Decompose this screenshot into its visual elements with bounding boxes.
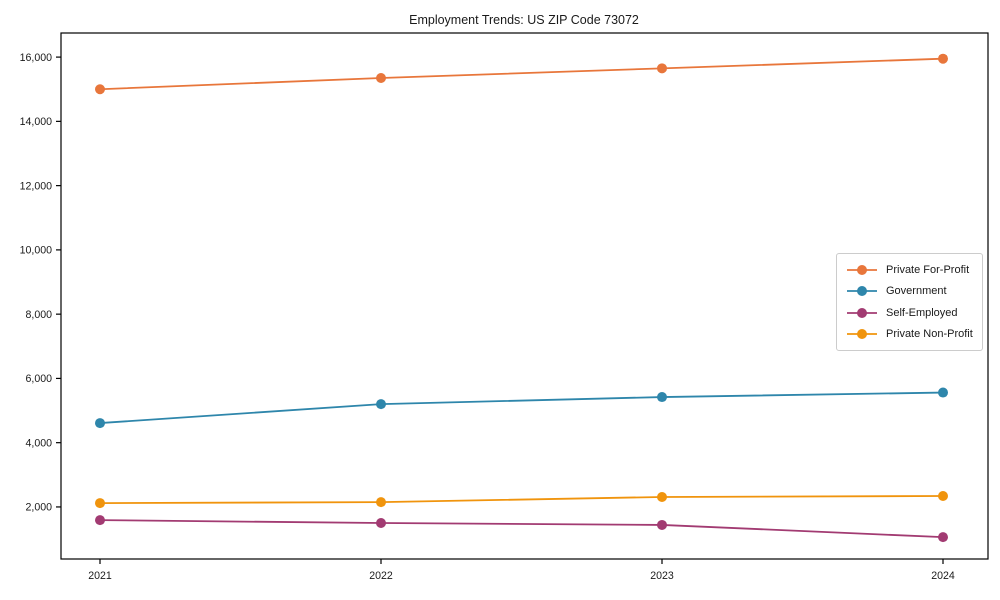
y-axis-tick-label: 14,000 xyxy=(20,116,53,128)
data-point-private-for-profit-2024 xyxy=(938,53,948,64)
series-line-private-for-profit xyxy=(99,57,944,91)
y-axis-tick-label: 4,000 xyxy=(25,437,52,449)
data-point-government-2023 xyxy=(657,392,667,403)
legend: Private For-Profit Government Self-Employe… xyxy=(836,253,983,351)
data-point-private-non-profit-2023 xyxy=(657,491,667,502)
data-point-self-employed-2024 xyxy=(938,532,948,543)
legend-item-government: Government xyxy=(846,281,973,303)
data-point-private-for-profit-2021 xyxy=(95,84,105,95)
data-point-private-non-profit-2021 xyxy=(95,498,105,509)
legend-item-label: Government xyxy=(886,285,947,298)
chart-title: Employment Trends: US ZIP Code 73072 xyxy=(409,13,639,27)
y-axis-tick-label: 12,000 xyxy=(20,180,53,192)
series-line-self-employed xyxy=(99,519,944,539)
x-axis-tick-label: 2022 xyxy=(369,570,393,582)
x-axis-tick-label: 2021 xyxy=(88,570,112,582)
legend-item-self-employed: Self-Employed xyxy=(846,302,973,324)
y-axis-tick-label: 6,000 xyxy=(25,373,52,385)
data-point-private-for-profit-2022 xyxy=(376,72,386,83)
legend-item-label: Self-Employed xyxy=(886,306,958,319)
series-line-government xyxy=(99,391,944,424)
plot-area: 2,000 4,000 6,000 8,000 10,000 12,000 14,000 16… xyxy=(20,32,989,582)
data-point-private-for-profit-2023 xyxy=(657,63,667,74)
legend-swatch-icon xyxy=(847,286,877,297)
y-axis-tick-label: 2,000 xyxy=(25,502,52,514)
data-point-self-employed-2023 xyxy=(657,519,667,530)
series-line-private-non-profit xyxy=(99,495,944,504)
y-axis-tick-label: 8,000 xyxy=(25,309,52,321)
legend-swatch-icon xyxy=(847,329,877,340)
legend-swatch-marker xyxy=(857,264,867,275)
legend-swatch-icon xyxy=(847,264,877,275)
data-point-government-2021 xyxy=(95,418,105,429)
plot-border xyxy=(60,32,989,560)
legend-item-private-non-profit: Private Non-Profit xyxy=(846,324,973,346)
y-axis-tick-label: 10,000 xyxy=(20,245,53,257)
legend-swatch-marker xyxy=(857,286,867,297)
data-point-private-non-profit-2022 xyxy=(376,497,386,508)
legend-swatch-marker xyxy=(857,329,867,340)
x-axis-tick-label: 2023 xyxy=(650,570,674,582)
data-point-government-2024 xyxy=(938,387,948,398)
legend-swatch-icon xyxy=(847,307,877,318)
data-point-private-non-profit-2024 xyxy=(938,491,948,502)
data-point-self-employed-2022 xyxy=(376,518,386,529)
data-point-government-2022 xyxy=(376,399,386,410)
legend-swatch-marker xyxy=(857,307,867,318)
legend-item-label: Private For-Profit xyxy=(886,263,970,276)
x-axis-tick-label: 2024 xyxy=(931,570,955,582)
legend-item-label: Private Non-Profit xyxy=(886,328,973,341)
legend-item-private-for-profit: Private For-Profit xyxy=(846,259,973,281)
y-axis-tick-label: 16,000 xyxy=(20,52,53,64)
data-point-self-employed-2021 xyxy=(95,515,105,526)
